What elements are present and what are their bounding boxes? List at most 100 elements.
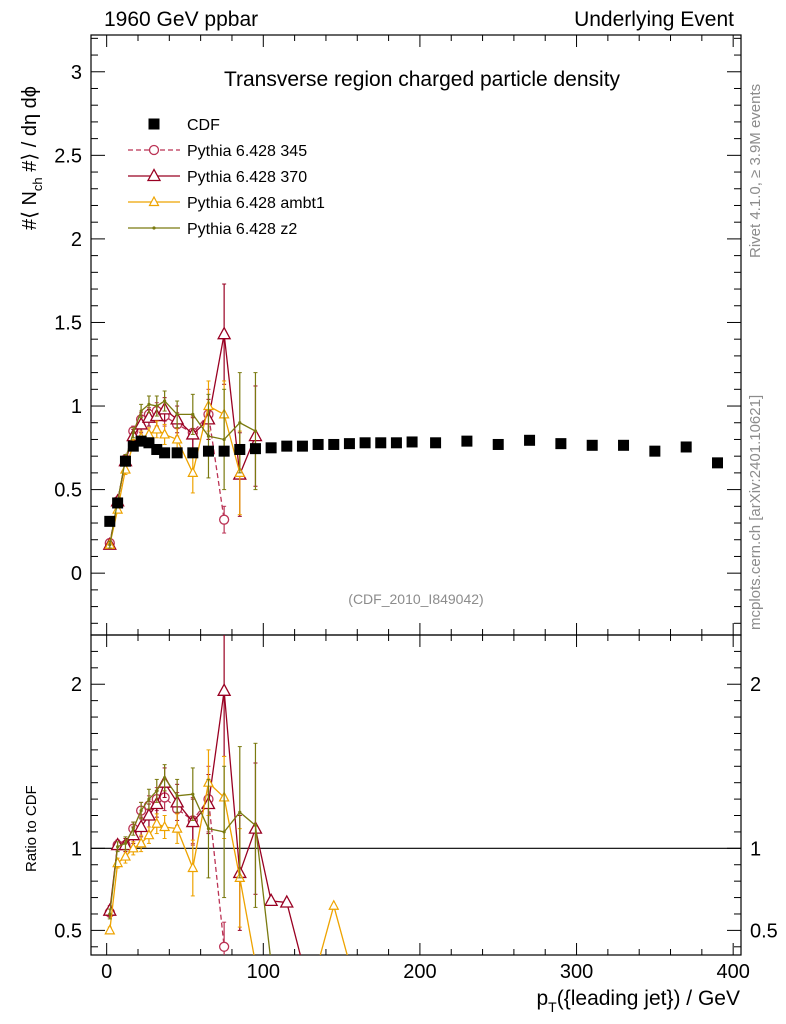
mc2-point	[151, 423, 163, 434]
cdf-data-point	[328, 438, 340, 450]
y-axis-label-part: #⟨ N	[19, 191, 41, 230]
cdf-data-point	[680, 441, 692, 453]
rivet-version-label: Rivet 4.1.0, ≥ 3.9M events	[747, 83, 764, 258]
mc2-ratio-point	[135, 837, 147, 848]
y-tick-label: 2	[71, 229, 82, 251]
legend-label: Pythia 6.428 ambt1	[187, 195, 325, 212]
ratio-tick-label-left: 2	[71, 674, 82, 696]
mc3-ratio-point	[116, 845, 120, 849]
cdf-data-point	[112, 497, 124, 509]
mc0-ratio-series-line	[109, 796, 225, 947]
mc3-ratio-point	[175, 794, 179, 798]
mc3-ratio-point	[139, 808, 143, 813]
mc3-series-line	[109, 400, 256, 545]
mc3-point	[238, 421, 242, 425]
mc3-ratio-point	[147, 797, 151, 801]
cdf-data-point	[151, 443, 163, 455]
mc3-series-group	[107, 372, 258, 549]
mc3-point	[175, 412, 179, 416]
x-tick-label: 200	[403, 961, 436, 983]
analysis-tag: (CDF_2010_I849042)	[348, 591, 483, 607]
x-axis-label-subscript: T	[548, 999, 557, 1015]
mc3-point	[253, 429, 258, 433]
cdf-data-point	[492, 438, 504, 450]
cdf-data-point	[249, 443, 261, 455]
y-axis-label: #⟨ Nch #⟩ / dη dϕ	[19, 86, 45, 230]
legend-marker	[148, 144, 160, 156]
y-tick-label: 1	[71, 396, 82, 418]
cdf-data-point	[375, 437, 387, 449]
mc3-ratio-point	[238, 810, 242, 814]
cdf-data-point	[343, 438, 355, 450]
x-tick-label: 300	[560, 961, 593, 983]
mc2-ratio-point	[151, 817, 163, 828]
y-tick-label: 0.5	[54, 480, 82, 502]
cdf-data-point	[406, 436, 418, 448]
cdf-data-point	[712, 457, 724, 469]
mc3-ratio-point	[206, 827, 211, 831]
ratio-axis-label: Ratio to CDF	[23, 785, 40, 872]
mc1-series-group	[102, 283, 263, 550]
mc3-ratio-series-group	[107, 742, 271, 955]
cdf-data-point	[555, 438, 567, 450]
cdf-data-point	[312, 438, 324, 450]
ratio-tick-label-right: 1	[750, 838, 761, 860]
mc3-ratio-point	[155, 789, 159, 793]
x-axis-ticks	[91, 35, 741, 955]
mc1-ratio-point	[264, 892, 279, 906]
mc3-ratio-point	[191, 792, 195, 796]
chart-title: Transverse region charged particle densi…	[224, 68, 621, 91]
legend-label: Pythia 6.428 345	[187, 143, 307, 160]
mc3-ratio-point	[108, 912, 112, 916]
mc2-ratio-point	[159, 820, 171, 832]
header-left: 1960 GeV ppbar	[104, 8, 259, 31]
cdf-data-point	[296, 440, 308, 452]
cdf-data-point	[430, 437, 442, 449]
legend: CDF Pythia 6.428 345 Pythia 6.428 370 Pythi…	[128, 117, 325, 238]
ratio-tick-label-right: 0.5	[750, 920, 778, 942]
mc0-ratio-point	[218, 941, 230, 952]
cdf-data-point	[119, 455, 131, 467]
cdf-data-point	[135, 435, 147, 447]
cdf-data-point	[171, 447, 183, 459]
mc2-ratio-point	[104, 924, 116, 935]
cdf-data-point	[586, 439, 598, 451]
y-axis-label-subscript: ch	[30, 177, 45, 191]
mc1-point	[217, 326, 232, 340]
mc1-ratio-point	[185, 814, 200, 828]
x-axis-label-part: p	[536, 987, 548, 1010]
legend-marker	[148, 195, 160, 207]
mc0-point	[218, 514, 230, 525]
mc3-point	[222, 437, 226, 442]
mc3-ratio-point	[123, 841, 128, 846]
legend-label: Pythia 6.428 370	[187, 169, 307, 186]
legend-marker	[152, 226, 156, 230]
mc1-ratio-point	[134, 819, 149, 833]
mc3-ratio-point	[131, 827, 135, 831]
cdf-data-point	[390, 437, 402, 449]
mc2-ratio-point	[143, 828, 155, 840]
x-tick-label: 400	[716, 961, 749, 983]
mc1-point	[134, 416, 149, 430]
cdf-data-point	[234, 443, 246, 455]
mc3-point	[139, 409, 143, 413]
x-tick-label: 100	[247, 961, 280, 983]
mc1-ratio-point	[141, 807, 157, 821]
ratio-tick-label-right: 2	[750, 674, 761, 696]
x-tick-label: 0	[101, 961, 112, 983]
mc1-ratio-point	[149, 796, 164, 810]
x-axis-label: pT({leading jet}) / GeV	[536, 987, 740, 1015]
cdf-data-group	[104, 434, 724, 527]
cdf-data-point	[187, 447, 199, 459]
y-axis-label-part: #⟩ / dη dϕ	[19, 86, 41, 177]
legend-marker	[146, 168, 162, 182]
legend-label: CDF	[187, 117, 220, 134]
mc2-ratio-point	[119, 850, 131, 861]
mc3-point	[191, 412, 195, 416]
mc3-point	[163, 399, 167, 403]
cdf-data-point	[618, 439, 630, 451]
mc1-ratio-series-group	[102, 635, 302, 955]
cdf-data-point	[524, 434, 536, 446]
cdf-data-point	[143, 437, 155, 449]
cdf-data-point	[202, 445, 214, 457]
